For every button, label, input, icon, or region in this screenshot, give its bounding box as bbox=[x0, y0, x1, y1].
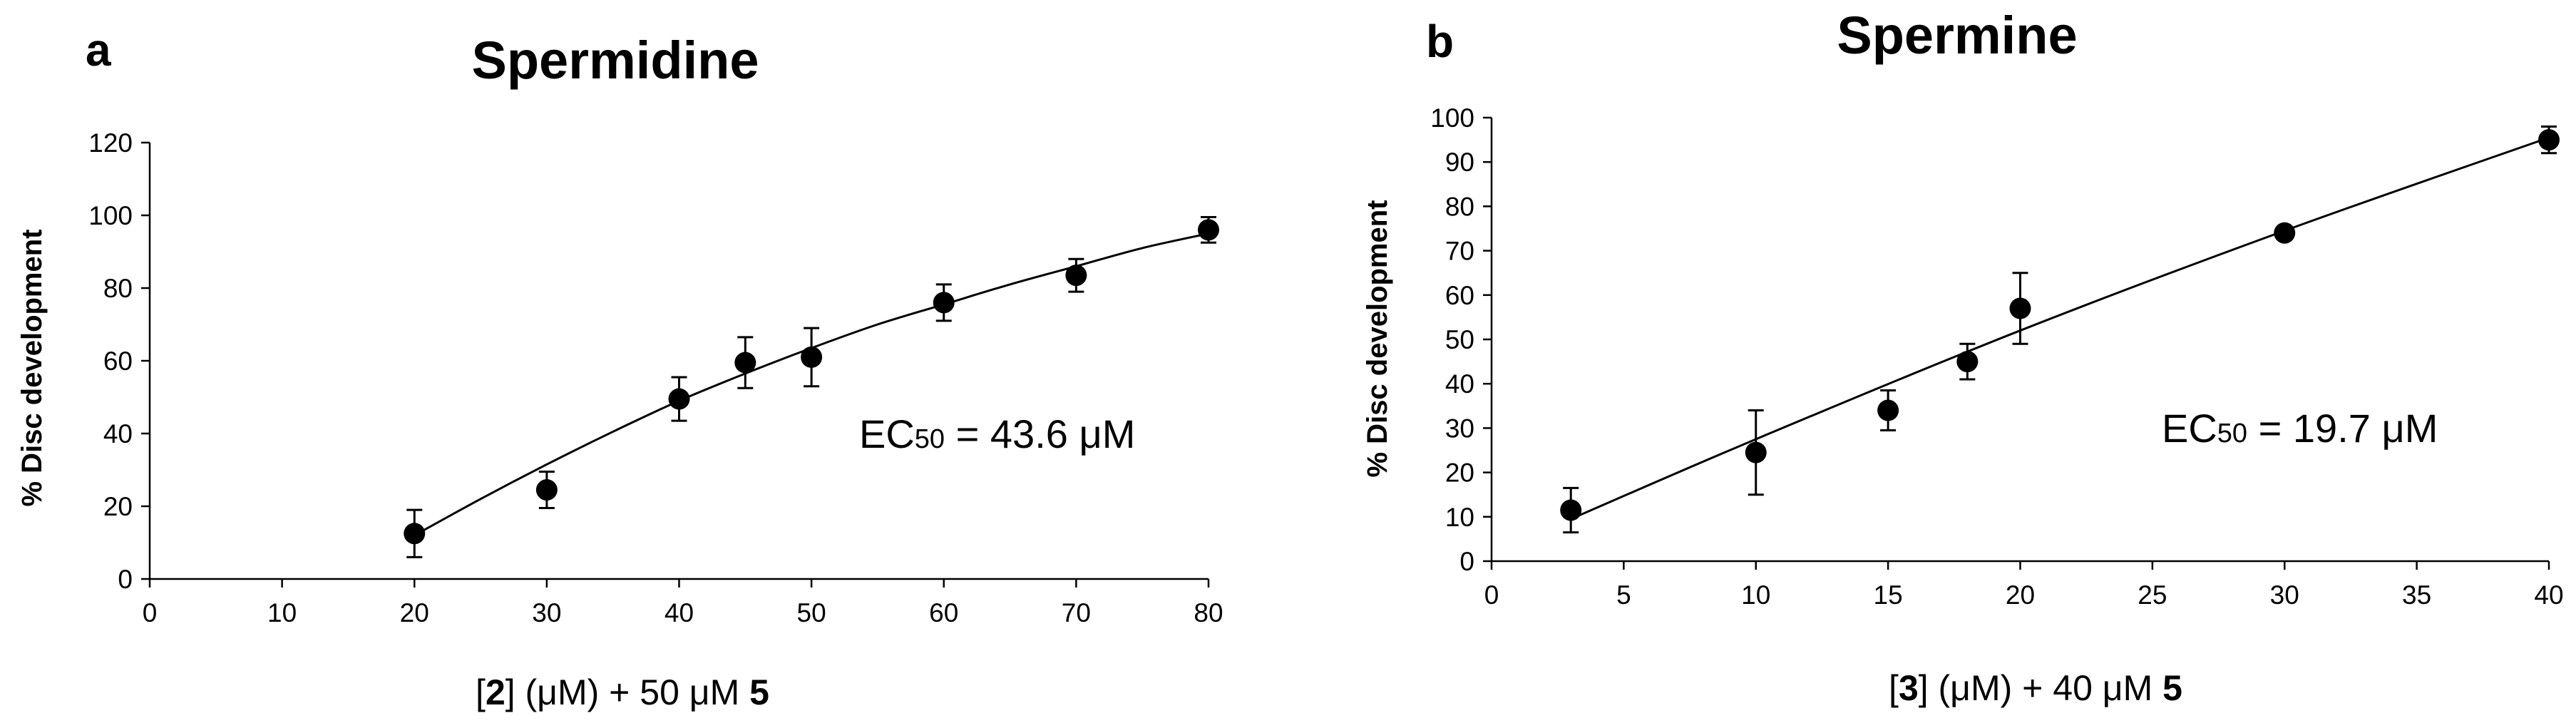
panel-b-x-tick-label: 35 bbox=[2402, 580, 2431, 610]
panel-a-spermidine-chart: a Spermidine % Disc development [2] (μM)… bbox=[16, 24, 1223, 712]
panel-a-y-tick-label: 40 bbox=[103, 419, 133, 448]
panel-b-y-tick-label: 90 bbox=[1445, 148, 1474, 177]
panel-b-x-tick-label: 40 bbox=[2534, 580, 2563, 610]
panel-a-y-tick-label: 80 bbox=[103, 274, 133, 303]
panel-b-ec50-subscript: 50 bbox=[2217, 419, 2247, 448]
panel-a-data-point bbox=[404, 523, 426, 545]
panel-b-y-tick-label: 50 bbox=[1445, 325, 1474, 354]
panel-a-xlabel-open-bracket: [ bbox=[476, 672, 486, 712]
panel-a-y-axis-label: % Disc development bbox=[16, 229, 48, 506]
panel-a-x-tick-label: 80 bbox=[1194, 598, 1223, 627]
panel-b-y-axis-label: % Disc development bbox=[1362, 200, 1393, 477]
panel-b-x-axis-label: [3] (μM) + 40 μM 5 bbox=[1889, 668, 2182, 708]
panel-a-x-axis-label: [2] (μM) + 50 μM 5 bbox=[476, 672, 769, 712]
panel-a-data-point bbox=[535, 479, 558, 501]
panel-b-data-point bbox=[1877, 399, 1899, 421]
panel-a-x-tick-label: 70 bbox=[1062, 598, 1091, 627]
panel-b-xlabel-open-bracket: [ bbox=[1889, 668, 1899, 708]
panel-a-y-tick-label: 0 bbox=[118, 565, 133, 594]
panel-a-xlabel-compound-5: 5 bbox=[749, 672, 769, 712]
panel-b-x-tick-label: 25 bbox=[2138, 580, 2167, 610]
panel-b-x-tick-label: 0 bbox=[1484, 580, 1499, 610]
panel-a-data-point bbox=[734, 352, 756, 374]
panel-b-xlabel-compound: 3 bbox=[1899, 668, 1919, 708]
panel-a-x-tick-label: 20 bbox=[400, 598, 429, 627]
panel-a-title: Spermidine bbox=[472, 31, 759, 90]
panel-a-x-tick-label: 40 bbox=[664, 598, 694, 627]
panel-b-y-tick-label: 80 bbox=[1445, 192, 1474, 221]
panel-a-data-point bbox=[1065, 265, 1087, 287]
panel-a-xlabel-compound: 2 bbox=[486, 672, 506, 712]
panel-a-data-point bbox=[801, 346, 823, 368]
panel-a-ec50-subscript: 50 bbox=[915, 424, 945, 454]
panel-b-data-point bbox=[2274, 222, 2296, 244]
panel-a-xlabel-condition: ] (μM) + 50 μM bbox=[506, 672, 749, 712]
panel-b-ec50-value: = 19.7 μM bbox=[2247, 406, 2438, 451]
panel-b-y-tick-label: 10 bbox=[1445, 503, 1474, 532]
panel-a-y-tick-label: 60 bbox=[103, 347, 133, 376]
panel-a-x-tick-label: 10 bbox=[267, 598, 297, 627]
panel-a-y-tick-label: 120 bbox=[88, 128, 133, 158]
panel-b-spermine-chart: b Spermine % Disc development [3] (μM) +… bbox=[1362, 6, 2564, 708]
panel-a-data-point bbox=[933, 292, 955, 314]
panel-b-xlabel-condition: ] (μM) + 40 μM bbox=[1919, 668, 2162, 708]
panel-a-x-tick-label: 0 bbox=[143, 598, 158, 627]
panel-b-data-point bbox=[1560, 499, 1582, 521]
panel-a-data-point bbox=[668, 388, 690, 410]
panel-b-y-tick-label: 60 bbox=[1445, 281, 1474, 310]
panel-a-ec50-prefix: EC bbox=[859, 411, 915, 456]
panel-b-x-tick-label: 10 bbox=[1741, 580, 1770, 610]
panel-b-x-tick-label: 20 bbox=[2006, 580, 2035, 610]
panel-b-y-tick-label: 0 bbox=[1459, 547, 1474, 576]
panel-a-y-tick-label: 20 bbox=[103, 492, 133, 521]
panel-a-x-tick-label: 30 bbox=[532, 598, 561, 627]
panel-b-data-point bbox=[2009, 297, 2031, 319]
panel-b-data-point bbox=[1956, 351, 1979, 373]
panel-b-letter: b bbox=[1426, 16, 1454, 67]
panel-a-x-tick-label: 60 bbox=[929, 598, 958, 627]
panel-b-data-point bbox=[1745, 441, 1767, 463]
panel-a-data-point bbox=[1198, 219, 1219, 241]
panel-b-x-tick-label: 5 bbox=[1616, 580, 1631, 610]
panel-b-y-tick-label: 100 bbox=[1430, 103, 1474, 133]
panel-b-y-tick-label: 20 bbox=[1445, 458, 1474, 488]
panel-b-y-tick-label: 70 bbox=[1445, 237, 1474, 266]
panel-b-x-tick-label: 15 bbox=[1874, 580, 1903, 610]
panel-a-x-tick-label: 50 bbox=[797, 598, 826, 627]
panel-a-ec50-value: = 43.6 μM bbox=[945, 411, 1135, 456]
panel-b-ec50-prefix: EC bbox=[2162, 406, 2217, 451]
panel-b-title: Spermine bbox=[1837, 6, 2077, 65]
panel-b-ec50-annotation: EC50 = 19.7 μM bbox=[2162, 406, 2438, 451]
panel-b-xlabel-compound-5: 5 bbox=[2162, 668, 2182, 708]
panel-b-fit-curve bbox=[1570, 136, 2550, 521]
panel-b-data-point bbox=[2538, 129, 2560, 151]
panel-b-y-tick-label: 40 bbox=[1445, 369, 1474, 399]
panel-a-letter: a bbox=[86, 24, 111, 76]
panel-a-y-tick-label: 100 bbox=[88, 201, 133, 230]
panel-b-y-tick-label: 30 bbox=[1445, 414, 1474, 443]
panel-b-x-tick-label: 30 bbox=[2270, 580, 2299, 610]
panel-a-ec50-annotation: EC50 = 43.6 μM bbox=[859, 411, 1135, 456]
